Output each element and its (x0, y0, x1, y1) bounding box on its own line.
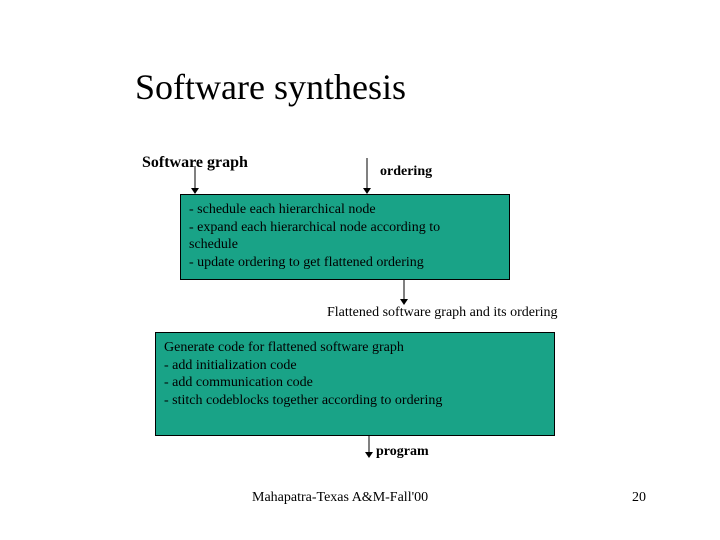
slide-title: Software synthesis (135, 66, 406, 108)
label-flattened: Flattened software graph and its orderin… (327, 305, 558, 321)
box1-line4: - update ordering to get flattened order… (189, 254, 501, 272)
slide: Software synthesis Software graph orderi… (0, 0, 720, 540)
label-program: program (376, 444, 429, 460)
box2-line4: - stitch codeblocks together according t… (164, 392, 546, 410)
label-ordering: ordering (380, 164, 432, 180)
box2-line3: - add communication code (164, 374, 546, 392)
footer-text: Mahapatra-Texas A&M-Fall'00 (252, 490, 428, 506)
box1-line3: schedule (189, 236, 501, 254)
box2-line2: - add initialization code (164, 357, 546, 375)
process-box-2: Generate code for flattened software gra… (155, 332, 555, 436)
box2-line1: Generate code for flattened software gra… (164, 339, 546, 357)
box1-line2: - expand each hierarchical node accordin… (189, 219, 501, 237)
process-box-1: - schedule each hierarchical node - expa… (180, 194, 510, 280)
box1-line1: - schedule each hierarchical node (189, 201, 501, 219)
slide-number: 20 (632, 490, 646, 506)
